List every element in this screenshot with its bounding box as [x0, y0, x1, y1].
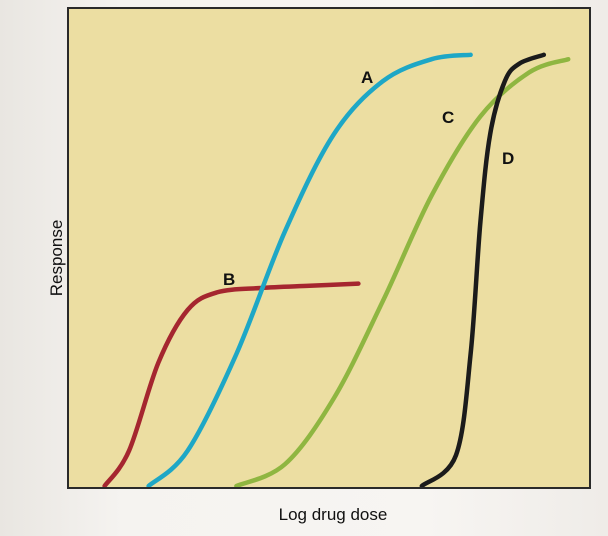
curves-group: [102, 52, 571, 489]
curve-label-d: D: [502, 149, 514, 168]
y-axis-label: Response: [47, 220, 66, 297]
curve-label-b: B: [223, 270, 235, 289]
series-line-a: [146, 52, 473, 489]
series-line-b: [102, 281, 361, 489]
series-line-d: [419, 52, 547, 489]
series-line-c: [234, 56, 571, 489]
x-axis-label: Log drug dose: [279, 505, 388, 524]
plot-area: [68, 8, 590, 488]
curve-label-a: A: [361, 68, 373, 87]
curve-label-c: C: [442, 108, 454, 127]
plot-frame: [67, 7, 591, 489]
